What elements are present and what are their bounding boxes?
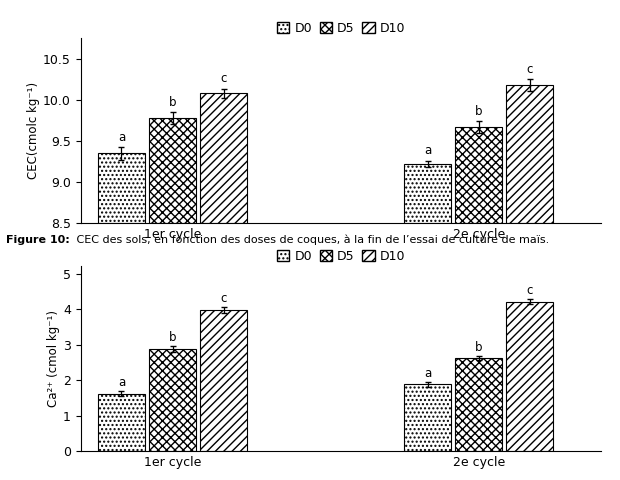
Bar: [200, 310, 247, 451]
Bar: [507, 85, 554, 223]
Bar: [404, 164, 451, 223]
Legend: D0, D5, D10: D0, D5, D10: [272, 17, 410, 40]
Text: a: a: [118, 376, 125, 389]
Y-axis label: CEC(cmolc kg⁻¹): CEC(cmolc kg⁻¹): [27, 82, 40, 180]
Text: a: a: [424, 144, 432, 157]
Text: b: b: [475, 105, 482, 118]
Text: Figure 10:: Figure 10:: [6, 235, 70, 245]
Bar: [149, 349, 196, 451]
Bar: [149, 118, 196, 223]
Text: CEC des sols, en fonction des doses de coques, à la fin de l’essai de culture de: CEC des sols, en fonction des doses de c…: [73, 235, 549, 245]
Bar: [98, 154, 145, 223]
Bar: [404, 384, 451, 451]
Bar: [455, 127, 502, 223]
Bar: [455, 358, 502, 451]
Y-axis label: Ca²⁺ (cmol kg⁻¹): Ca²⁺ (cmol kg⁻¹): [47, 310, 60, 408]
Text: c: c: [220, 72, 227, 85]
Text: b: b: [169, 96, 176, 109]
Bar: [200, 94, 247, 223]
Text: ur les paramètres chimiques d’un ferralsol et sur la croissance du maïs à Guine : ur les paramètres chimiques d’un ferrals…: [44, 11, 576, 21]
Bar: [507, 302, 554, 451]
Text: b: b: [475, 341, 482, 354]
Legend: D0, D5, D10: D0, D5, D10: [272, 245, 410, 268]
Bar: [98, 394, 145, 451]
Text: b: b: [169, 331, 176, 344]
Text: c: c: [527, 284, 533, 297]
Text: a: a: [118, 131, 125, 144]
Text: c: c: [527, 63, 533, 76]
Text: a: a: [424, 367, 432, 380]
Text: c: c: [220, 292, 227, 305]
